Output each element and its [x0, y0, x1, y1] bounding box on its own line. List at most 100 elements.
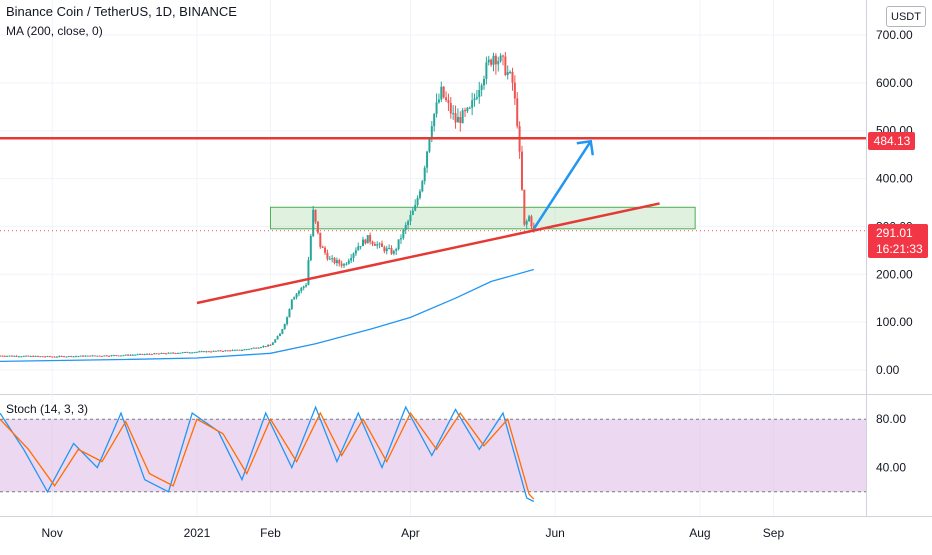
candle-body: [222, 350, 225, 352]
candle-body: [259, 347, 262, 349]
candle-body: [492, 55, 495, 65]
candle-body: [146, 353, 149, 355]
candle-body: [82, 355, 85, 357]
candle-body: [15, 355, 18, 357]
candle-body: [449, 102, 452, 114]
candle-body: [77, 356, 80, 358]
candle-body: [390, 248, 393, 254]
candle-body: [98, 355, 101, 357]
candle-body: [274, 339, 277, 343]
price-tick-label: 400.00: [876, 172, 913, 186]
candle-body: [494, 55, 497, 65]
candle-body: [205, 351, 208, 353]
candle-body: [255, 347, 258, 349]
candle-body: [471, 100, 474, 108]
time-tick-label: Feb: [260, 526, 281, 540]
candle-body: [385, 248, 388, 252]
candle-body: [169, 352, 172, 354]
chart-title[interactable]: Binance Coin / TetherUS, 1D, BINANCE: [6, 4, 237, 19]
candle-body: [214, 350, 217, 352]
candle-body: [136, 354, 139, 356]
candle-body: [60, 356, 63, 358]
price-tags: 484.13 291.01 16:21:33: [868, 132, 928, 258]
candle-body: [501, 55, 504, 57]
candle-body: [191, 352, 194, 354]
time-tick-label: Nov: [42, 526, 63, 540]
candle-body: [110, 355, 113, 357]
candle-body: [231, 350, 234, 352]
candle-body: [473, 98, 476, 101]
candle-body: [283, 323, 286, 330]
candle-body: [305, 284, 308, 287]
candle-body: [72, 356, 75, 358]
candle-body: [445, 97, 448, 101]
candle-body: [513, 82, 516, 99]
candle-body: [407, 221, 410, 225]
candle-body: [172, 352, 175, 354]
candle-body: [245, 349, 248, 351]
candle-body: [447, 100, 450, 103]
candle-body: [174, 352, 177, 354]
candle-body: [141, 353, 144, 355]
candle-body: [371, 241, 374, 245]
candle-body: [466, 107, 469, 112]
stoch-tick-label: 80.00: [876, 412, 906, 426]
candle-body: [84, 355, 87, 357]
candle-body: [307, 260, 310, 285]
candle-body: [302, 286, 305, 288]
candle-body: [516, 98, 519, 127]
candle-body: [193, 352, 196, 354]
candle-body: [34, 355, 37, 357]
candle-body: [186, 351, 189, 353]
candle-body: [103, 355, 106, 357]
time-axis-labels: Nov 2021 Feb Apr Jun Aug Sep: [42, 526, 785, 540]
candle-body: [343, 264, 346, 266]
candle-body: [293, 297, 296, 300]
candle-body: [404, 224, 407, 230]
stoch-tick-label: 40.00: [876, 461, 906, 475]
candle-body: [395, 249, 398, 252]
candle-body: [328, 258, 331, 260]
candle-body: [70, 356, 73, 358]
time-tick-label: Sep: [763, 526, 785, 540]
candle-body: [262, 346, 265, 348]
candle-body: [347, 260, 350, 264]
candle-body: [378, 243, 381, 245]
ma-legend[interactable]: MA (200, close, 0): [6, 24, 103, 38]
candle-body: [131, 354, 134, 356]
candle-body: [217, 350, 220, 352]
candle-body: [300, 287, 303, 292]
stoch-k-line: [0, 405, 535, 503]
candle-body: [359, 246, 362, 248]
candle-body: [248, 348, 251, 350]
candle-body: [108, 355, 111, 357]
candle-body: [392, 251, 395, 254]
candle-body: [271, 342, 274, 346]
candle-body: [487, 59, 490, 63]
candle-body: [198, 351, 201, 353]
trend-line: [196, 202, 660, 305]
candle-body: [165, 353, 168, 355]
candle-body: [352, 253, 355, 258]
price-tick-label: 700.00: [876, 28, 913, 42]
candle-body: [421, 181, 424, 192]
candle-body: [243, 349, 246, 351]
candle-body: [8, 355, 11, 357]
candle-body: [504, 56, 507, 76]
candle-body: [39, 356, 42, 358]
candle-body: [454, 113, 457, 123]
candle-body: [65, 356, 68, 358]
currency-badge[interactable]: USDT: [886, 6, 926, 27]
candle-body: [430, 126, 433, 140]
candle-body: [464, 110, 467, 112]
candle-body: [122, 355, 125, 357]
candle-body: [46, 356, 49, 358]
candle-body: [6, 355, 9, 357]
stoch-legend[interactable]: Stoch (14, 3, 3): [6, 402, 89, 416]
candle-body: [101, 355, 104, 357]
candle-body: [157, 353, 160, 355]
candle-body: [426, 151, 429, 168]
candle-body: [366, 235, 369, 244]
stoch-d-line: [0, 411, 535, 500]
